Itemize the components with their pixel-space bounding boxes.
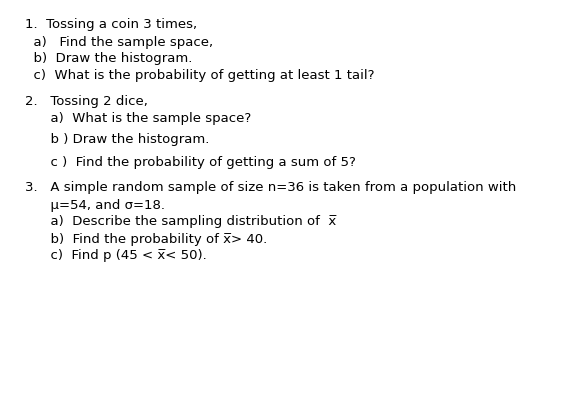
Text: a)  What is the sample space?: a) What is the sample space?: [25, 112, 252, 125]
Text: b ) Draw the histogram.: b ) Draw the histogram.: [25, 133, 210, 146]
Text: μ=54, and σ=18.: μ=54, and σ=18.: [25, 198, 165, 212]
Text: 1.  Tossing a coin 3 times,: 1. Tossing a coin 3 times,: [25, 18, 197, 31]
Text: c)  What is the probability of getting at least 1 tail?: c) What is the probability of getting at…: [25, 69, 375, 82]
Text: 3.   A simple random sample of size n=36 is taken from a population with: 3. A simple random sample of size n=36 i…: [25, 181, 517, 194]
Text: b)  Draw the histogram.: b) Draw the histogram.: [25, 52, 193, 66]
Text: c)  Find p (45 < x̅< 50).: c) Find p (45 < x̅< 50).: [25, 249, 207, 262]
Text: b)  Find the probability of x̅> 40.: b) Find the probability of x̅> 40.: [25, 233, 268, 246]
Text: a)   Find the sample space,: a) Find the sample space,: [25, 36, 214, 49]
Text: c )  Find the probability of getting a sum of 5?: c ) Find the probability of getting a su…: [25, 156, 356, 169]
Text: a)  Describe the sampling distribution of  x̅: a) Describe the sampling distribution of…: [25, 215, 337, 228]
Text: 2.   Tossing 2 dice,: 2. Tossing 2 dice,: [25, 95, 148, 108]
